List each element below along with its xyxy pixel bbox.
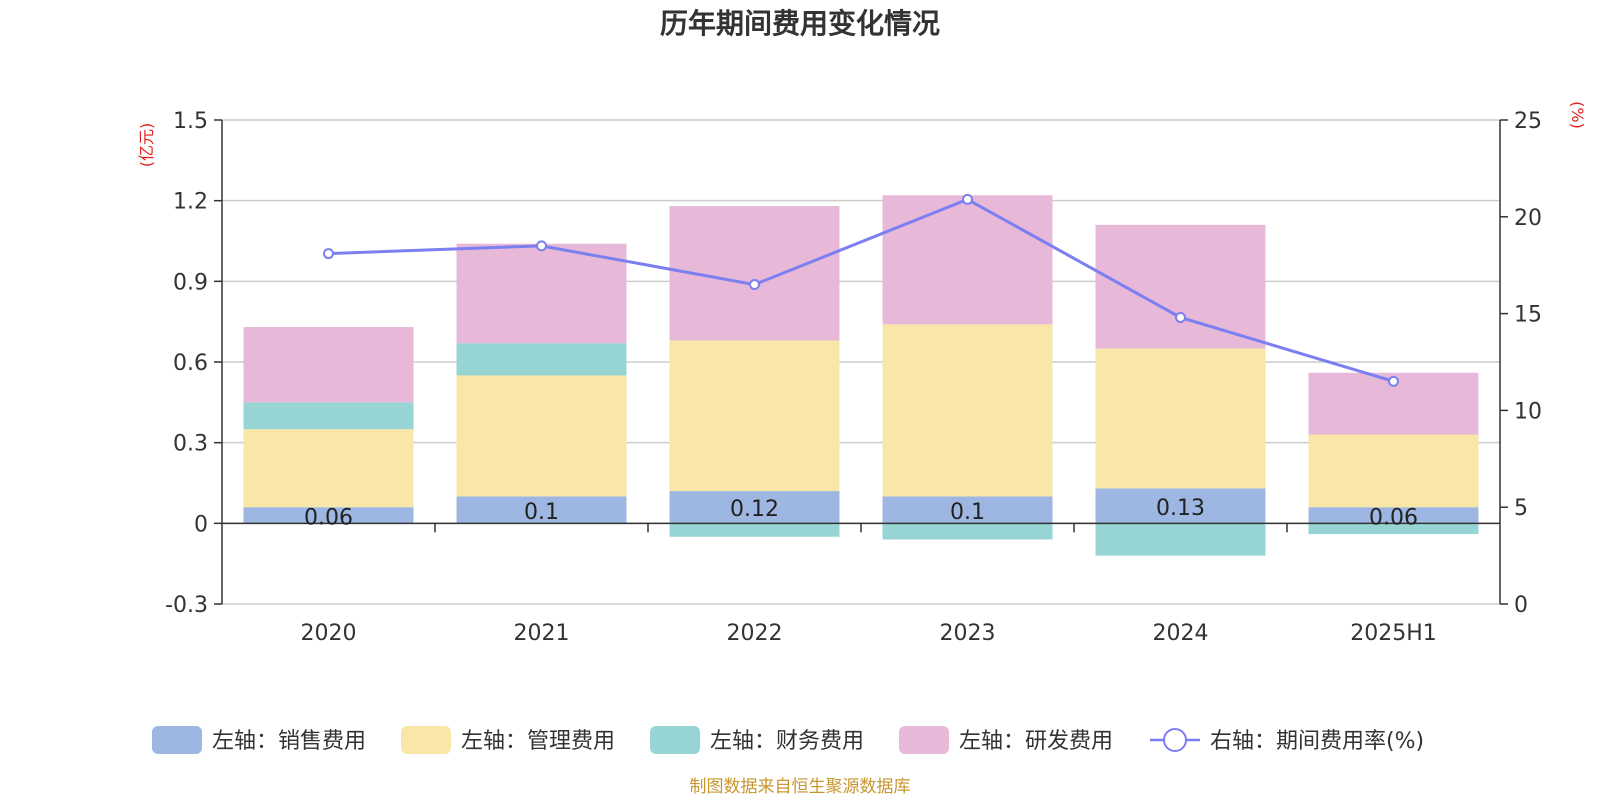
left-axis-tick-label: 0.9	[173, 270, 208, 295]
left-axis-tick-label: 0.6	[173, 351, 208, 376]
legend-label: 左轴：销售费用	[212, 729, 366, 754]
right-axis-tick-label: 25	[1514, 109, 1542, 134]
bar-segment	[456, 243, 627, 344]
legend-swatch	[401, 726, 451, 754]
left-axis-tick-label: 0	[194, 512, 208, 537]
chart-title: 历年期间费用变化情况	[660, 7, 940, 40]
bar-segment	[1095, 348, 1266, 489]
x-axis-tick-label: 2021	[514, 621, 570, 646]
bar-segment	[1095, 224, 1266, 349]
right-axis-tick-label: 15	[1514, 303, 1542, 328]
rate-point	[1175, 311, 1186, 323]
bar-segment	[669, 523, 840, 537]
left-axis-unit: (亿元)	[137, 123, 156, 168]
bar-segment	[1308, 434, 1479, 508]
rate-point	[749, 279, 760, 291]
bar-segment	[882, 324, 1053, 497]
legend-marker	[1163, 728, 1187, 752]
bar-segment	[1308, 523, 1479, 535]
bar-labels-layer: 0.06 0.1 0.12 0.1 0.13 0.06	[304, 496, 1418, 530]
bar-segment	[669, 340, 840, 492]
axes-layer: -0.3 0 0.3 0.6 0.9 1.2 1.5 0 5 10 15 20 25 2020 2021 20…	[165, 109, 1542, 646]
bar-segment	[669, 491, 840, 524]
bar-data-label: 0.06	[304, 505, 353, 530]
bar-segment	[1095, 523, 1266, 556]
right-axis-tick-label: 20	[1514, 206, 1542, 231]
legend-swatch	[899, 726, 949, 754]
rate-point	[962, 193, 973, 205]
rate-point	[1388, 375, 1399, 387]
bar-data-label: 0.1	[950, 500, 985, 525]
right-axis-tick-label: 0	[1514, 593, 1528, 618]
bar-segment	[243, 507, 414, 524]
bar-segment	[882, 195, 1053, 325]
legend-swatch	[650, 726, 700, 754]
left-axis-tick-label: 1.2	[173, 190, 208, 215]
right-axis-tick-label: 10	[1514, 399, 1542, 424]
legend-label: 左轴：管理费用	[461, 729, 615, 754]
bar-segment	[882, 496, 1053, 524]
bar-segment	[456, 375, 627, 497]
left-axis-tick-label: 0.3	[173, 432, 208, 457]
right-axis-tick-label: 5	[1514, 496, 1528, 521]
rate-point	[323, 248, 334, 260]
legend-swatch	[152, 726, 202, 754]
right-axis-unit: (%)	[1568, 101, 1587, 129]
rate-line-layer	[323, 193, 1399, 387]
legend-label: 左轴：研发费用	[959, 729, 1113, 754]
bar-data-label: 0.12	[730, 497, 779, 522]
source-note: 制图数据来自恒生聚源数据库	[690, 777, 911, 797]
rate-line	[328, 197, 1394, 383]
bar-segment	[1308, 507, 1479, 524]
legend-label: 左轴：财务费用	[710, 729, 864, 754]
bar-data-label: 0.13	[1156, 496, 1205, 521]
bar-segment	[456, 343, 627, 376]
left-axis-tick-label: 1.5	[173, 109, 208, 134]
x-axis-tick-label: 2022	[727, 621, 783, 646]
legend: 左轴：销售费用 左轴：管理费用 左轴：财务费用 左轴：研发费用 右轴：期间费用率(%)	[152, 726, 1424, 754]
bar-segment	[243, 327, 414, 403]
rate-point	[536, 240, 547, 252]
x-axis-tick-label: 2024	[1153, 621, 1209, 646]
x-axis-tick-label: 2023	[940, 621, 996, 646]
left-axis-tick-label: -0.3	[165, 593, 208, 618]
bar-segment	[243, 402, 414, 430]
x-axis-tick-label: 2025H1	[1350, 621, 1437, 646]
bar-data-label: 0.1	[524, 500, 559, 525]
bar-data-label: 0.06	[1369, 505, 1418, 530]
legend-label: 右轴：期间费用率(%)	[1210, 729, 1424, 754]
bar-segment	[456, 496, 627, 524]
bar-segment	[243, 429, 414, 508]
x-axis-tick-label: 2020	[301, 621, 357, 646]
bar-segment	[882, 523, 1053, 540]
bar-segment	[1095, 488, 1266, 524]
